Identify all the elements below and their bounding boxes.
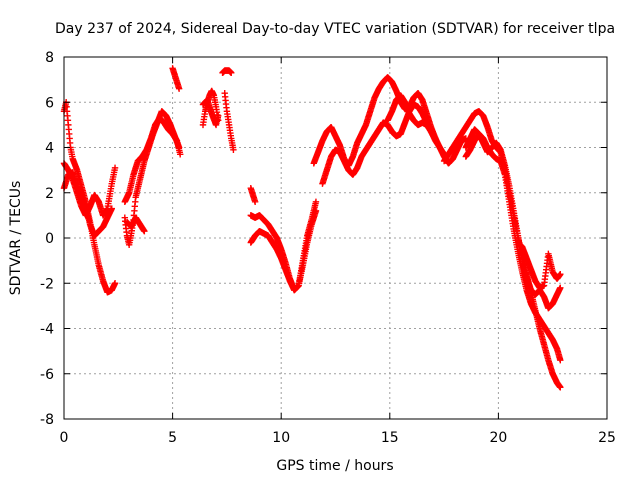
y-tick-label: -8 [40, 412, 54, 428]
y-tick-label: -2 [40, 276, 54, 292]
data-point [215, 112, 222, 120]
data-point [111, 164, 119, 172]
data-point [557, 271, 564, 278]
series-track-c [60, 169, 115, 239]
y-axis-label: SDTVAR / TECUs [8, 181, 24, 296]
series-track-g [169, 65, 183, 92]
y-tick-label: 4 [45, 141, 54, 157]
series-track-l [247, 198, 320, 294]
x-tick-label: 25 [598, 430, 616, 446]
y-tick-label: 6 [45, 95, 54, 111]
y-tick-label: -4 [40, 322, 54, 338]
series-track-t [462, 126, 564, 312]
axis-ticks: 0 5 10 15 20 25 -8 -6 -4 -2 0 2 4 6 8 [40, 50, 616, 446]
data-point [557, 284, 564, 291]
x-tick-label: 10 [272, 430, 290, 446]
series-track-j [219, 67, 235, 77]
y-tick-label: -6 [40, 367, 54, 383]
data-point [557, 384, 564, 391]
series-track-i [199, 96, 222, 129]
chart-title: Day 237 of 2024, Sidereal Day-to-day VTE… [55, 21, 615, 37]
series-track-n [247, 185, 259, 205]
series-track-m [247, 207, 320, 294]
series-track-e [121, 114, 184, 205]
series-track-s [462, 130, 564, 364]
data-point [557, 356, 564, 364]
data-point [251, 198, 259, 205]
x-tick-label: 20 [489, 430, 507, 446]
data-point [230, 146, 237, 153]
x-tick-label: 15 [381, 430, 399, 446]
data-point [175, 85, 183, 92]
x-tick-label: 0 [60, 430, 69, 446]
y-tick-label: 2 [45, 186, 54, 202]
series-track-k [221, 90, 237, 153]
series-track-f [123, 214, 148, 235]
data-point [312, 207, 320, 215]
data-point [108, 205, 115, 212]
data-point [312, 198, 320, 205]
data-points [60, 65, 564, 391]
data-point [177, 151, 184, 158]
series-track-u [514, 239, 564, 291]
y-tick-label: 8 [45, 50, 54, 66]
y-tick-label: 0 [45, 231, 54, 247]
data-point [111, 280, 119, 287]
x-axis-label: GPS time / hours [276, 458, 393, 474]
data-point [228, 69, 235, 77]
series-track-q [384, 92, 470, 167]
data-point [141, 228, 148, 235]
grid-lines [64, 57, 607, 419]
x-tick-label: 5 [168, 430, 177, 446]
